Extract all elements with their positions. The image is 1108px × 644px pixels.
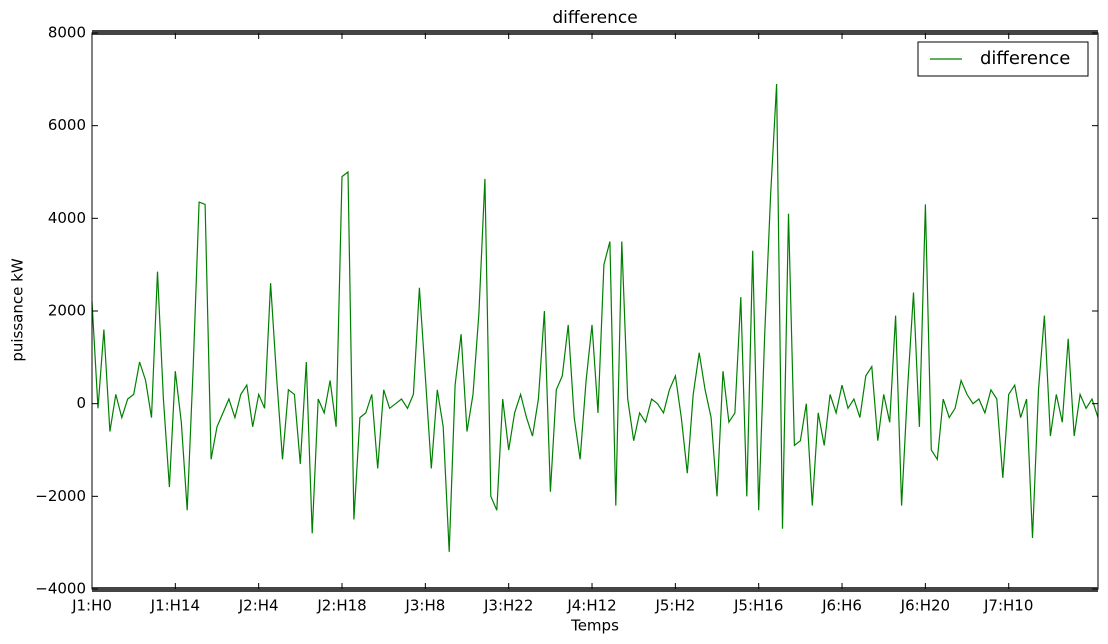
y-tick-label: 8000 bbox=[48, 24, 86, 42]
chart-title: difference bbox=[552, 8, 637, 28]
y-tick-label: −4000 bbox=[35, 580, 86, 598]
x-tick-label: J7:H10 bbox=[983, 597, 1033, 615]
y-axis-label: puissance kW bbox=[9, 258, 27, 361]
top-band bbox=[92, 30, 1098, 35]
x-tick-label: J5:H2 bbox=[654, 597, 695, 615]
x-tick-label: J4:H12 bbox=[566, 597, 616, 615]
y-tick-label: 4000 bbox=[48, 209, 86, 227]
x-tick-label: J3:H22 bbox=[483, 597, 533, 615]
x-tick-label: J2:H4 bbox=[238, 597, 279, 615]
x-axis-label: Temps bbox=[570, 617, 619, 635]
y-tick-label: 6000 bbox=[48, 116, 86, 134]
data-line bbox=[91, 83, 1099, 552]
y-tick-label: 0 bbox=[76, 394, 86, 412]
x-tick-label: J6:H20 bbox=[900, 597, 950, 615]
legend-label: difference bbox=[980, 48, 1070, 69]
bottom-band bbox=[92, 587, 1098, 592]
y-tick-label: −2000 bbox=[35, 487, 86, 505]
x-tick-label: J1:H14 bbox=[150, 597, 200, 615]
x-tick-label: J6:H6 bbox=[821, 597, 862, 615]
y-tick-label: 2000 bbox=[48, 302, 86, 320]
x-tick-label: J2:H18 bbox=[316, 597, 366, 615]
x-tick-label: J5:H16 bbox=[733, 597, 783, 615]
x-tick-label: J3:H8 bbox=[404, 597, 445, 615]
x-tick-label: J1:H0 bbox=[71, 597, 112, 615]
